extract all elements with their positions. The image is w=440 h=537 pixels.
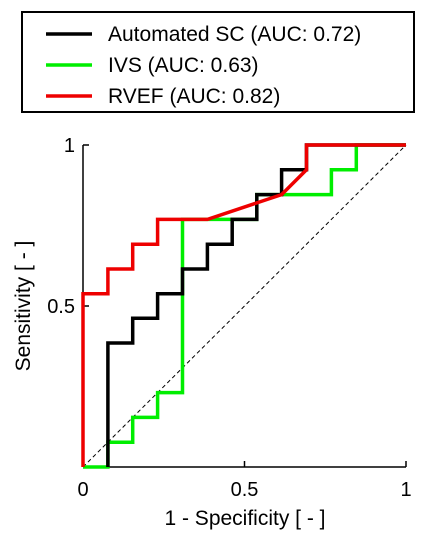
x-ticks: 0 0.5 1 [77,461,412,501]
y-tick-label: 0.5 [47,296,75,318]
diagonal-reference-line [82,144,407,468]
series-line-1 [83,143,406,469]
legend: Automated SC (AUC: 0.72) IVS (AUC: 0.63) R… [21,11,415,113]
x-tick-label: 1 [400,479,411,501]
x-tick-label: 0.5 [231,479,259,501]
series-line-0 [106,143,406,467]
y-tick-label: 1 [64,135,75,157]
y-axis-label: Sensitivity [ - ] [12,241,35,372]
legend-label: RVEF (AUC: 0.82) [108,85,280,108]
plot-area: 0 0.5 1 0.51 [47,135,411,501]
series-line-2 [81,143,406,467]
x-tick-label: 0 [77,479,88,501]
x-axis-label: 1 - Specificity [ - ] [164,507,325,530]
legend-label: IVS (AUC: 0.63) [108,54,259,77]
legend-label: Automated SC (AUC: 0.72) [108,23,361,46]
series-group [81,143,406,469]
